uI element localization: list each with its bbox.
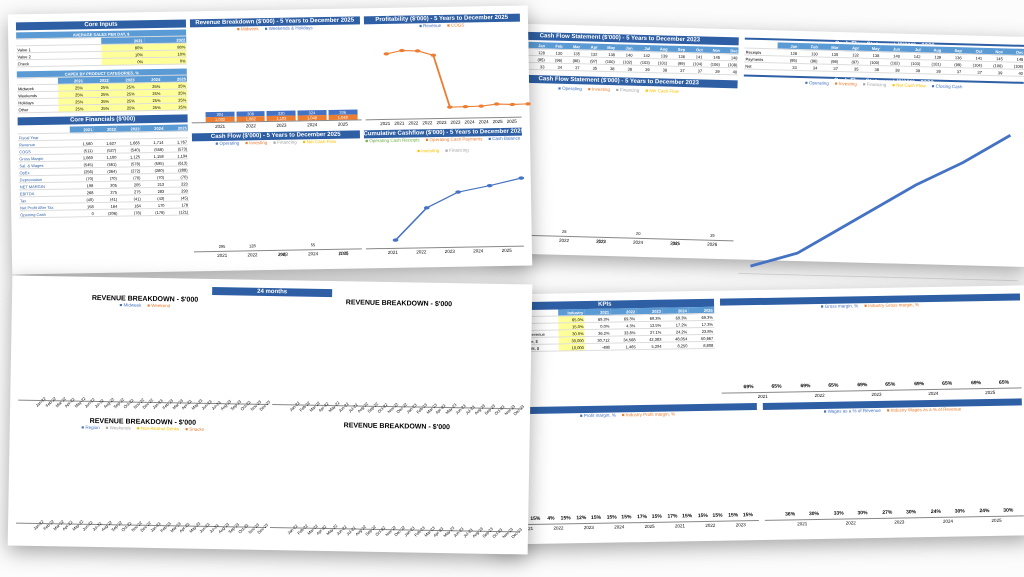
cashflow-chart: 29520211282022(98)2023552024(178)2025 [192,144,361,253]
dashboard-sheet-bottom-left: 24 months REVENUE BREAKDOWN - $'000 Midw… [8,275,533,554]
revenue-stacked-chart: 1,03230420211,08230820221,10332020231,04… [190,29,361,123]
core-financials-header: Core Financials ($'000) [18,114,188,125]
bl-br-chart: Jan-22Feb-22Mar-22Apr-22May-22Jun-22Jul-… [270,428,522,532]
bl-tl-chart: Jan-22Feb-22Mar-22Apr-22May-22Jun-22Jul-… [18,306,270,405]
bl-tr-chart: Jan-22Feb-22Mar-22Apr-22May-22Jun-22Jul-… [272,305,524,409]
capex-table: CAPEX BY PRODUCT CATEGORIES, % 202120222… [17,68,188,113]
gross-margin-chart: 69%65%202169%65%202269%65%202369%65%2024… [720,305,1022,393]
cumulative-cashflow-chart: 20212022202320242025 [364,152,524,250]
dashboard-sheet-top-left: Core Inputs AVERAGE SALES PER DAY, $ 202… [8,5,532,274]
sales-per-day-table: AVERAGE SALES PER DAY, $ 20212022Value 1… [16,29,187,67]
cashflow-monthly-table: JanFebMarAprMayJunJulAugSepOctNovDecRece… [744,42,1024,77]
dashboard-sheet-bottom-right: KPIs Industry20212022202320242025Gross m… [488,285,1024,544]
cashflow-table: JanFebMarAprMayJunJulAugSepOctNovDecRece… [500,41,739,75]
financials-table: 20212022202320242025Fiscal YearRevenue1,… [18,124,190,218]
profit-margin-chart: 15%15%20214%15%202212%15%202315%15%20241… [498,415,759,526]
period-label: 24 months [212,287,332,297]
core-inputs-header: Core Inputs [16,19,186,30]
profitability-chart: 2021202120222022202320232024202420252025 [364,27,522,121]
wages-pct-chart: 36%30%202133%30%202227%30%202324%30%2024… [763,410,1024,521]
dashboard-sheet-top-right: Cash Flow Statement ($'000) - 5 Years to… [487,23,1024,267]
bl-bl-chart: Jan-22Feb-22Mar-22Apr-22May-22Jun-22Jul-… [16,429,268,528]
